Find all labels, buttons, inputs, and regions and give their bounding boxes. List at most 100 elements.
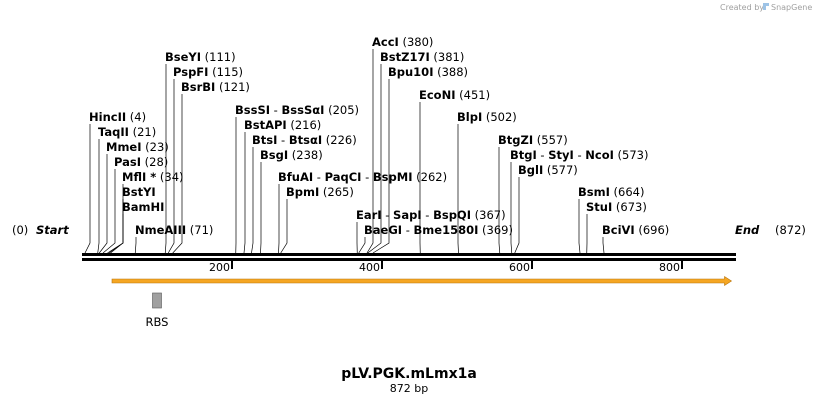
- site-mmei[interactable]: MmeI (23): [98, 140, 169, 254]
- site-separator: -: [422, 208, 433, 222]
- site-baegi[interactable]: BaeGI - Bme1580I (369): [358, 223, 513, 254]
- site-label: StuI (673): [586, 200, 647, 214]
- end-label: End: [735, 223, 760, 237]
- enzyme-name: PaqCI: [325, 170, 362, 184]
- site-btsi[interactable]: BtsI - BtsαI (226): [251, 133, 357, 254]
- enzyme-name: BstYI: [122, 185, 156, 199]
- rbs-feature-box[interactable]: [152, 292, 162, 309]
- site-leader-line: [167, 79, 175, 254]
- site-leader-line: [84, 124, 91, 254]
- bp-axis: 200 400 600 800: [209, 261, 683, 274]
- map-ends: (0) Start End (872): [12, 223, 806, 237]
- axis-tick: [681, 261, 683, 269]
- site-bgli[interactable]: BglI (577): [514, 163, 578, 254]
- site-hincii[interactable]: HincII (4): [84, 110, 146, 254]
- cut-position: (369): [478, 223, 513, 237]
- site-nmeaiii[interactable]: NmeAIII (71): [134, 223, 213, 254]
- site-leader-line: [510, 162, 513, 254]
- features: RBS: [111, 275, 733, 329]
- site-leader-line: [457, 124, 459, 254]
- enzyme-name: BpmI: [286, 185, 319, 199]
- site-btgi[interactable]: BtgI - StyI - NcoI (573): [510, 148, 649, 254]
- site-eari[interactable]: EarI - SapI - BspQI (367): [356, 208, 506, 254]
- enzyme-name: PspFI: [173, 65, 208, 79]
- site-econi[interactable]: EcoNI (451): [419, 88, 490, 254]
- site-taqii[interactable]: TaqII (21): [97, 125, 156, 254]
- enzyme-name: StuI: [586, 200, 612, 214]
- cut-position: (23): [142, 140, 169, 154]
- site-btgzi[interactable]: BtgZI (557): [498, 133, 568, 254]
- cut-position: (121): [215, 80, 250, 94]
- restriction-sites: HincII (4)TaqII (21)MmeI (23)PasI (28)Mf…: [84, 35, 669, 254]
- site-label: AccI (380): [372, 35, 433, 49]
- cut-position: (502): [482, 110, 517, 124]
- axis-tick-label: 800: [659, 261, 680, 274]
- cut-position: (265): [319, 185, 354, 199]
- enzyme-name: BtsαI: [289, 133, 322, 147]
- rbs-label: RBS: [146, 315, 169, 329]
- site-leader-line: [243, 132, 246, 254]
- site-label: BsmI (664): [578, 185, 644, 199]
- orf-feature-arrow[interactable]: [111, 275, 733, 287]
- enzyme-name: MmeI: [106, 140, 142, 154]
- site-label: BtgZI (557): [498, 133, 568, 147]
- enzyme-name: BsrBI: [181, 80, 215, 94]
- site-label: BsrBI (121): [181, 80, 250, 94]
- site-label: BstZ17I (381): [380, 50, 464, 64]
- site-label: BtsI - BtsαI (226): [252, 133, 357, 147]
- enzyme-name: AccI: [372, 35, 399, 49]
- site-blpi[interactable]: BlpI (502): [457, 110, 517, 254]
- site-label: MflI * (34): [122, 170, 184, 184]
- site-label: BfuAI - PaqCI - BspMI (262): [278, 170, 447, 184]
- site-bpmi[interactable]: BpmI (265): [280, 185, 354, 254]
- site-leader-line: [102, 169, 116, 254]
- cut-position: (28): [141, 155, 168, 169]
- site-label: NmeAIII (71): [135, 223, 213, 237]
- site-bstyi[interactable]: BstYI: [108, 185, 156, 254]
- site-stui[interactable]: StuI (673): [586, 200, 647, 254]
- site-label: BsgI (238): [260, 148, 323, 162]
- site-label: EcoNI (451): [419, 88, 490, 102]
- credit-text: Created by: [720, 3, 764, 12]
- enzyme-name: MflI *: [122, 170, 156, 184]
- backbone: [82, 253, 736, 261]
- site-bsrbi[interactable]: BsrBI (121): [172, 80, 250, 254]
- site-pspfi[interactable]: PspFI (115): [167, 65, 243, 254]
- site-bamhi[interactable]: BamHI: [110, 200, 165, 254]
- cut-position: (381): [430, 50, 465, 64]
- cut-position: (451): [455, 88, 490, 102]
- site-label: BssSI - BssSαI (205): [235, 103, 359, 117]
- site-label: BglI (577): [518, 163, 578, 177]
- start-label: Start: [36, 223, 69, 237]
- site-bsgi[interactable]: BsgI (238): [260, 148, 323, 254]
- site-leader-line: [358, 237, 366, 254]
- site-separator: -: [313, 170, 324, 184]
- enzyme-name: EarI: [356, 208, 382, 222]
- cut-position: (115): [208, 65, 243, 79]
- enzyme-name: BstAPI: [244, 118, 287, 132]
- enzyme-name: PasI: [114, 155, 141, 169]
- snapgene-credit: Created by SnapGene: [720, 3, 812, 12]
- site-leader-line: [134, 237, 137, 254]
- site-pasi[interactable]: PasI (28): [102, 155, 168, 254]
- site-bstz17i[interactable]: BstZ17I (381): [367, 50, 465, 254]
- site-bfuai[interactable]: BfuAI - PaqCI - BspMI (262): [278, 170, 447, 254]
- site-leader-line: [602, 237, 605, 254]
- site-label: PasI (28): [114, 155, 168, 169]
- site-bcivi[interactable]: BciVI (696): [602, 223, 669, 254]
- site-acci[interactable]: AccI (380): [366, 35, 433, 254]
- site-bpu10i[interactable]: Bpu10I (388): [372, 65, 468, 254]
- site-label: BaeGI - Bme1580I (369): [364, 223, 513, 237]
- site-label: BciVI (696): [602, 223, 669, 237]
- cut-position: (205): [324, 103, 359, 117]
- site-bsmi[interactable]: BsmI (664): [578, 185, 644, 254]
- cut-position: (111): [201, 50, 236, 64]
- site-label: BstAPI (216): [244, 118, 321, 132]
- enzyme-name: BamHI: [122, 200, 164, 214]
- site-bstapi[interactable]: BstAPI (216): [243, 118, 321, 254]
- site-bseyi[interactable]: BseYI (111): [164, 50, 236, 254]
- cut-position: (388): [433, 65, 468, 79]
- site-leader-line: [578, 199, 581, 254]
- site-bsssi[interactable]: BssSI - BssSαI (205): [235, 103, 359, 254]
